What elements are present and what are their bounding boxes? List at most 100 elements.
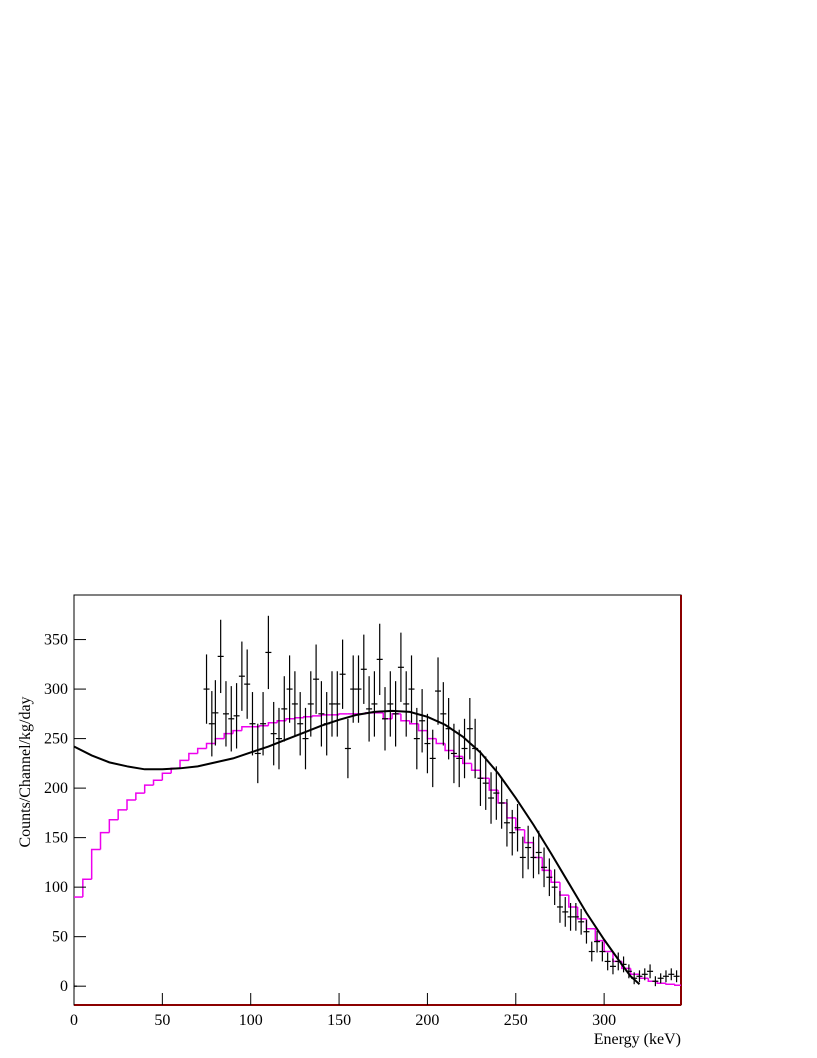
data-point — [662, 970, 669, 983]
data-point — [355, 655, 362, 723]
histogram-step — [576, 906, 587, 920]
histogram-step — [488, 778, 499, 791]
data-point — [376, 623, 383, 696]
histogram-step — [135, 792, 145, 800]
data-point — [609, 958, 616, 975]
x-tick-label: 300 — [592, 1012, 616, 1029]
histogram-step — [391, 713, 401, 719]
histogram-step — [285, 718, 295, 721]
data-point — [281, 676, 288, 742]
histogram-step — [532, 842, 543, 859]
data-point — [403, 671, 410, 737]
data-point — [397, 632, 404, 702]
histogram-step — [550, 870, 560, 883]
data-point — [461, 718, 468, 779]
histogram-step — [338, 713, 348, 715]
data-point — [222, 681, 229, 747]
data-point — [583, 919, 590, 944]
data-point — [238, 641, 245, 711]
data-point — [265, 615, 272, 690]
data-point — [286, 655, 293, 723]
histogram-step — [656, 981, 666, 984]
data-point — [291, 671, 298, 737]
data-point — [466, 697, 473, 760]
histogram-step — [400, 713, 410, 722]
data-point — [334, 671, 341, 737]
x-tick-label: 50 — [154, 1012, 170, 1029]
data-point — [429, 729, 436, 788]
histogram-step — [665, 983, 675, 985]
data-point — [472, 718, 479, 779]
histogram-step — [126, 799, 136, 810]
data-point — [541, 847, 548, 888]
data-point — [424, 713, 431, 774]
data-point — [233, 683, 240, 749]
histogram-step — [161, 772, 172, 781]
data-point — [217, 619, 224, 694]
y-tick-label: 50 — [52, 929, 68, 946]
data-point — [270, 701, 277, 766]
data-point — [535, 830, 542, 875]
histogram-step — [311, 715, 322, 717]
data-point — [212, 680, 219, 746]
histogram-step — [462, 756, 472, 765]
data-point — [323, 692, 330, 756]
histogram-step — [232, 729, 242, 734]
data-point — [578, 908, 585, 935]
histogram-step — [294, 717, 304, 719]
histogram-step — [523, 829, 534, 844]
histogram-step — [444, 743, 454, 752]
histogram-step — [417, 723, 428, 732]
histogram-step — [470, 763, 481, 772]
data-point — [556, 891, 563, 923]
data-point — [599, 941, 606, 962]
data-point — [456, 729, 463, 788]
histogram-step — [90, 848, 101, 880]
histogram-step — [214, 737, 225, 744]
histogram-step — [196, 747, 207, 754]
fit-curve — [74, 709, 641, 985]
data-point — [307, 671, 314, 737]
data-point — [572, 902, 579, 931]
x-tick-label: 200 — [415, 1012, 439, 1029]
data-point — [588, 941, 595, 962]
data-point — [493, 766, 500, 820]
x-tick-label: 250 — [504, 1012, 528, 1029]
histogram-step — [320, 714, 331, 716]
data-point — [514, 803, 521, 852]
data-point — [435, 657, 442, 725]
data-point — [339, 639, 346, 709]
data-point — [260, 692, 267, 756]
histogram-step — [276, 720, 287, 723]
data-point — [408, 655, 415, 723]
data-point — [366, 676, 373, 742]
y-tick-label: 0 — [60, 978, 68, 995]
y-tick-label: 150 — [44, 830, 68, 847]
histogram-step — [152, 779, 163, 786]
data-point — [413, 707, 420, 770]
data-point — [387, 671, 394, 737]
data-point — [620, 956, 627, 973]
data-point — [313, 644, 320, 714]
data-point — [249, 692, 256, 756]
histogram-step — [108, 819, 119, 833]
data-point — [297, 692, 304, 756]
data-point — [546, 858, 553, 897]
histogram-step — [674, 984, 681, 986]
data-point — [604, 952, 611, 971]
data-point — [567, 902, 574, 931]
histogram-step — [205, 742, 216, 749]
y-tick-label: 300 — [44, 681, 68, 698]
histogram-step — [82, 878, 92, 898]
data-point — [562, 897, 569, 927]
data-point — [477, 750, 484, 806]
data-point — [636, 970, 643, 983]
data-point — [503, 799, 510, 847]
histogram-step — [117, 809, 128, 820]
data-point — [625, 964, 632, 979]
histogram-step — [267, 722, 278, 726]
data-point — [445, 697, 452, 760]
data-point — [657, 973, 664, 984]
histogram-step — [143, 784, 154, 794]
